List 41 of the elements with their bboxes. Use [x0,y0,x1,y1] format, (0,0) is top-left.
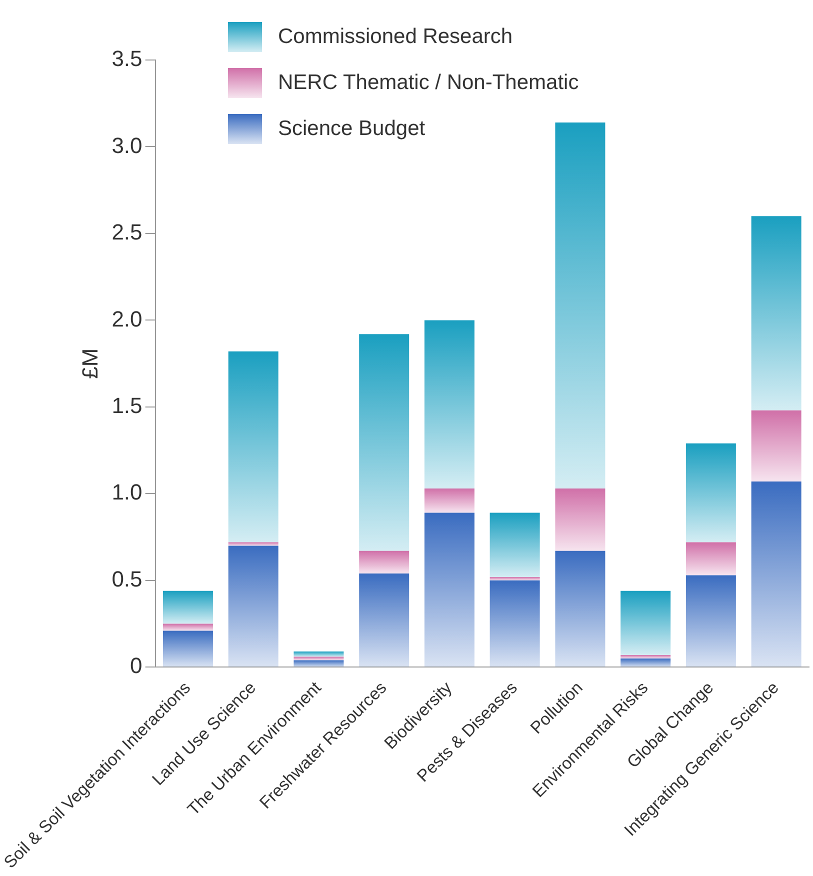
y-tick-label: 2.5 [112,220,142,245]
y-tick-label: 3.5 [112,46,142,72]
bar [686,575,736,667]
bar [751,410,802,482]
bar [490,580,540,667]
y-tick-label: 0.5 [112,566,142,592]
y-tick-label: 3.0 [112,132,142,158]
bar [620,590,671,656]
bar [751,482,802,667]
bar [620,658,671,667]
y-tick-label: 2.0 [112,306,142,332]
bar [228,546,278,667]
bar [162,624,213,631]
bar [555,488,606,551]
bar [294,652,344,657]
bar [686,542,736,576]
bar [751,216,802,410]
y-tick-label: 0 [130,653,142,678]
legend-label: NERC Thematic / Non-Thematic [278,71,579,95]
bar [359,334,410,551]
bar [228,351,278,542]
bar [162,630,213,667]
bar [424,320,474,488]
y-tick-label: 1.5 [112,393,142,418]
bar [162,590,213,624]
bar [359,550,410,574]
bar [620,655,671,658]
bar [686,443,736,542]
bar [424,488,474,513]
bar [359,573,410,667]
y-tick-label: 1.0 [112,480,142,505]
bar [490,512,540,577]
bar [294,660,344,667]
bar [424,512,474,667]
bar [555,122,606,488]
y-axis-title: £M [78,348,103,379]
bar [294,656,344,660]
bar [490,576,540,580]
legend-label: Commissioned Research [278,25,513,49]
legend-label: Science Budget [278,117,426,141]
bar [555,550,606,667]
